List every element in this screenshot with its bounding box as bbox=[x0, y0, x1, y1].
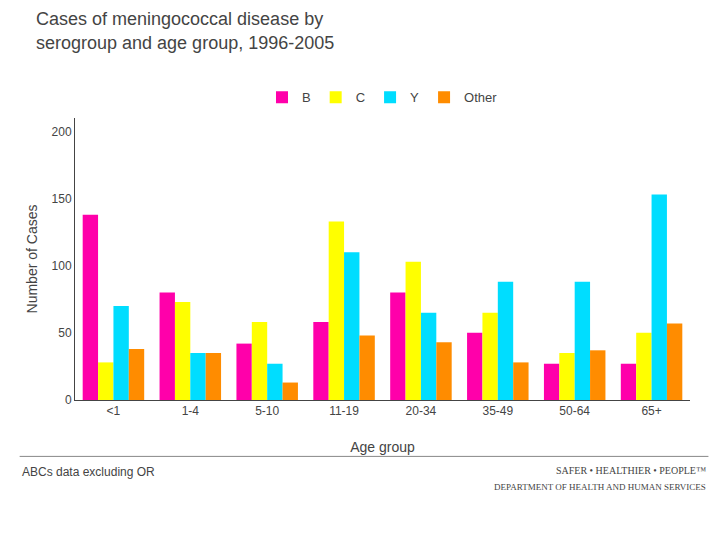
svg-text:50: 50 bbox=[58, 326, 72, 340]
svg-text:65+: 65+ bbox=[641, 404, 661, 418]
svg-text:B: B bbox=[302, 90, 311, 105]
svg-text:1-4: 1-4 bbox=[182, 404, 200, 418]
svg-text:Number of Cases: Number of Cases bbox=[24, 205, 40, 314]
svg-text:<1: <1 bbox=[107, 404, 121, 418]
svg-text:35-49: 35-49 bbox=[482, 404, 513, 418]
svg-text:Other: Other bbox=[464, 90, 497, 105]
svg-text:C: C bbox=[356, 90, 365, 105]
svg-text:11-19: 11-19 bbox=[329, 404, 359, 418]
svg-text:Y: Y bbox=[410, 90, 419, 105]
svg-text:0: 0 bbox=[65, 393, 72, 407]
svg-text:DEPARTMENT OF HEALTH AND HUMAN: DEPARTMENT OF HEALTH AND HUMAN SERVICES bbox=[494, 482, 706, 492]
svg-text:SAFER • HEALTHIER • PEOPLE™: SAFER • HEALTHIER • PEOPLE™ bbox=[556, 465, 706, 476]
svg-text:150: 150 bbox=[52, 192, 72, 206]
svg-text:ABCs data excluding OR: ABCs data excluding OR bbox=[22, 465, 155, 479]
svg-text:50-64: 50-64 bbox=[559, 404, 590, 418]
svg-text:5-10: 5-10 bbox=[255, 404, 279, 418]
svg-text:Age group: Age group bbox=[350, 439, 415, 455]
svg-text:200: 200 bbox=[52, 125, 72, 139]
svg-text:20-34: 20-34 bbox=[406, 404, 437, 418]
svg-text:100: 100 bbox=[52, 259, 72, 273]
svg-text:Cases of meningococcal disease: Cases of meningococcal disease byserogro… bbox=[36, 9, 334, 52]
